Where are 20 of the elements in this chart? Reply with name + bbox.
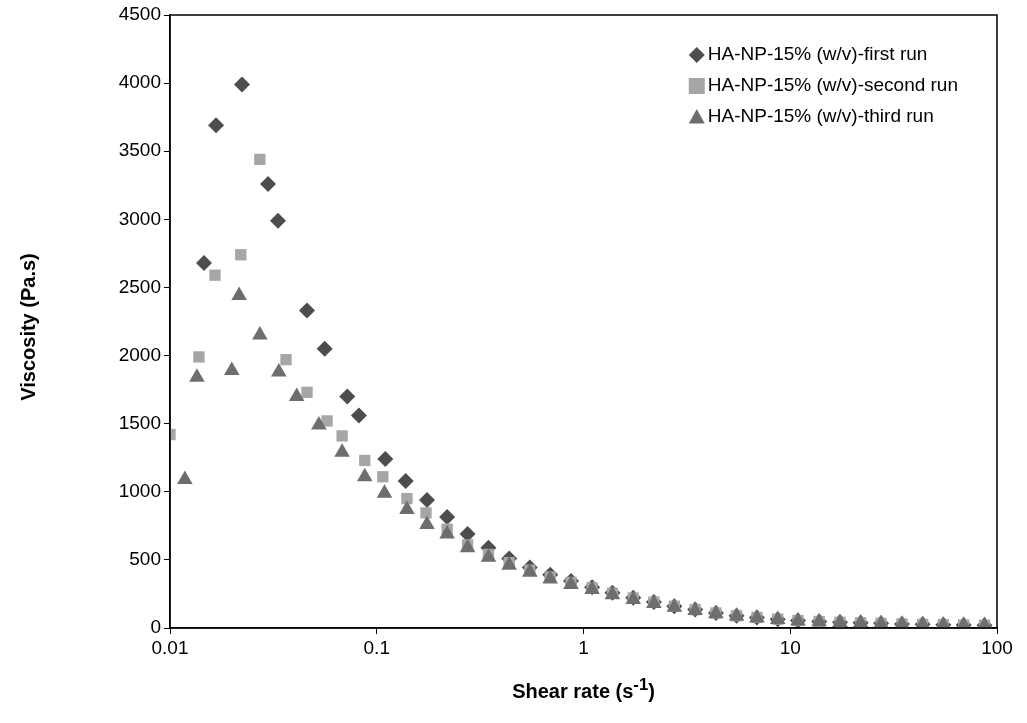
y-tick-label: 4000 [118, 71, 161, 93]
x-tick-label: 100 [981, 636, 1013, 658]
x-tick-label: 10 [779, 636, 801, 658]
x-tick-label: 0.01 [151, 636, 189, 658]
legend-label: HA-NP-15% (w/v)-second run [707, 74, 959, 96]
legend-label: HA-NP-15% (w/v)-first run [707, 43, 928, 65]
x-axis-title: Shear rate (s$^{-1}$) [511, 675, 656, 703]
y-tick-label: 2000 [118, 343, 161, 365]
y-tick-label: 3500 [118, 139, 161, 161]
y-tick-label: 0 [150, 616, 161, 638]
y-tick-label: 2500 [118, 275, 161, 297]
y-tick-label: 500 [129, 548, 161, 570]
y-tick-label: 4500 [118, 3, 161, 25]
x-tick-label: 1 [578, 636, 589, 658]
y-tick-label: 3000 [118, 207, 161, 229]
y-axis-title: Viscosity (Pa.s) [16, 253, 40, 401]
y-tick-label: 1500 [118, 411, 161, 433]
legend-label: HA-NP-15% (w/v)-third run [707, 105, 934, 127]
y-tick-label: 1000 [118, 480, 161, 502]
x-tick-label: 0.1 [363, 636, 390, 658]
